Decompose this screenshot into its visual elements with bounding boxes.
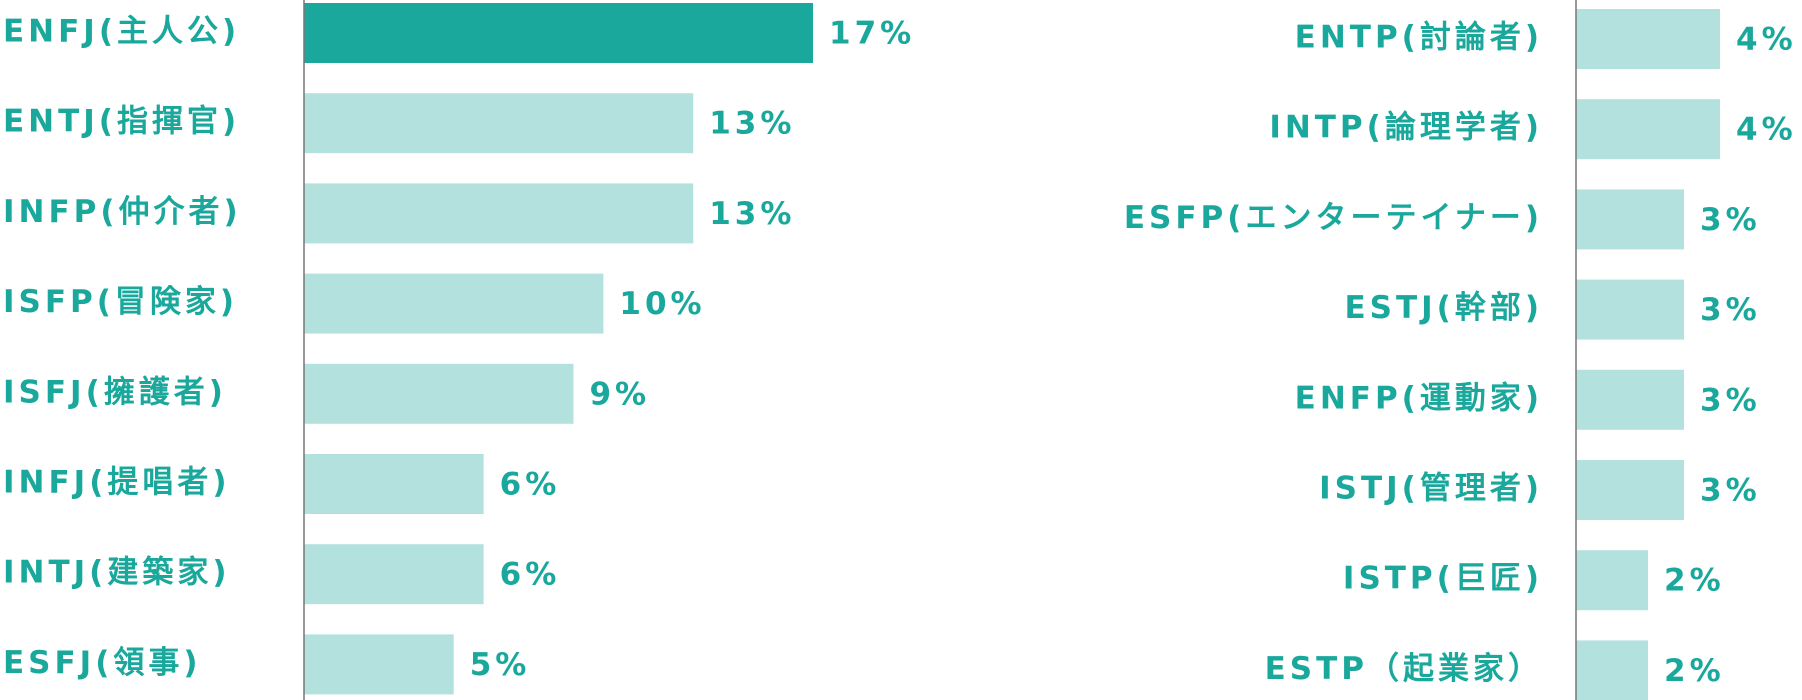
category-label: ENTP(討論者) [1295, 20, 1543, 56]
bar [304, 183, 694, 244]
value-label: 13% [709, 196, 795, 232]
value-label: 5% [470, 647, 531, 683]
bar [304, 93, 694, 154]
bar [1576, 99, 1720, 160]
value-label: 6% [500, 467, 561, 503]
bar [304, 544, 484, 605]
bar [1576, 369, 1684, 430]
bar [304, 363, 574, 424]
category-label: ISTJ(管理者) [1319, 471, 1543, 507]
category-label: ENTJ(指揮官) [3, 104, 240, 140]
value-label: 9% [589, 376, 650, 412]
category-label: INTP(論理学者) [1269, 110, 1543, 146]
bar [1576, 279, 1684, 340]
bar [1576, 460, 1684, 520]
value-label: 4% [1736, 22, 1797, 58]
value-label: 3% [1700, 292, 1761, 328]
category-label: ESTJ(幹部) [1344, 290, 1543, 326]
category-label: ENFJ(主人公) [3, 14, 240, 50]
bar [1576, 9, 1720, 69]
value-label: 6% [500, 557, 561, 593]
value-label: 10% [619, 286, 705, 322]
bar [304, 3, 813, 63]
value-label: 2% [1664, 563, 1725, 599]
category-label: ENFP(運動家) [1295, 380, 1543, 416]
category-label: ESFP(エンターテイナー) [1124, 200, 1543, 236]
value-label: 2% [1664, 653, 1725, 689]
category-label: INFJ(提唱者) [3, 465, 231, 501]
bar [304, 454, 484, 514]
category-label: ISTP(巨匠) [1343, 561, 1543, 597]
bar [304, 634, 454, 695]
value-label: 3% [1700, 382, 1761, 418]
category-label: ESFJ(領事) [3, 645, 202, 681]
value-label: 17% [829, 16, 915, 52]
category-label: ESTP（起業家） [1265, 651, 1543, 687]
value-label: 4% [1736, 112, 1797, 148]
bar [304, 273, 604, 334]
bar [1576, 189, 1684, 250]
bar [1576, 640, 1648, 700]
value-label: 3% [1700, 202, 1761, 238]
bar [1576, 550, 1648, 611]
value-label: 13% [709, 106, 795, 142]
category-label: ISFJ(擁護者) [3, 374, 227, 410]
category-label: INTJ(建築家) [3, 555, 231, 591]
category-label: INFP(仲介者) [3, 194, 242, 230]
category-label: ISFP(冒険家) [3, 284, 238, 320]
value-label: 3% [1700, 473, 1761, 509]
